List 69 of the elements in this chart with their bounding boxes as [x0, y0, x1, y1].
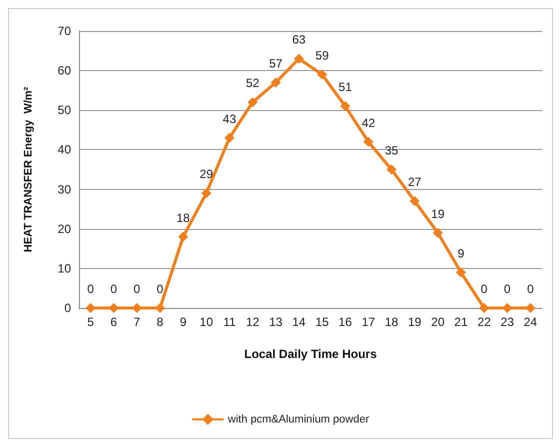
y-tick-label: 40 [58, 142, 72, 157]
data-label: 52 [246, 76, 260, 90]
x-tick-label: 9 [180, 315, 187, 329]
y-tick-label: 0 [64, 301, 72, 315]
point [178, 232, 188, 242]
x-tick-label: 14 [292, 315, 306, 329]
y-tick-label: 20 [58, 222, 72, 236]
point [270, 77, 281, 88]
data-label: 27 [408, 175, 422, 190]
point [456, 267, 466, 278]
point [502, 303, 512, 313]
point [479, 303, 490, 313]
point [132, 303, 142, 313]
data-label: 29 [200, 167, 214, 182]
x-tick-label: 20 [431, 315, 445, 329]
point [363, 136, 374, 147]
x-tick-label: 18 [384, 315, 399, 329]
x-tick-label: 10 [200, 315, 214, 329]
x-tick-label: 11 [223, 315, 236, 329]
y-tick-label: 10 [58, 261, 72, 276]
data-label: 51 [338, 80, 352, 94]
data-label: 0 [504, 282, 511, 296]
x-tick-label: 6 [110, 315, 118, 329]
data-label: 59 [315, 48, 330, 63]
x-tick-label: 13 [269, 315, 283, 329]
x-tick-label: 7 [134, 315, 141, 329]
y-tick-label: 30 [58, 182, 72, 196]
point [317, 70, 328, 80]
legend-label: with pcm&Aluminium powder [226, 413, 370, 426]
x-tick-label: 22 [477, 315, 492, 329]
y-axis-title: HEAT TRANSFER Energy W/m² [22, 86, 34, 252]
point [410, 196, 420, 206]
data-label: 0 [480, 282, 488, 296]
data-label: 19 [431, 206, 445, 221]
data-label: 43 [222, 112, 236, 126]
point [201, 188, 212, 198]
x-tick-label: 16 [338, 315, 352, 329]
y-tick-label: 60 [58, 64, 72, 78]
point [386, 164, 397, 174]
x-tick-label: 12 [246, 315, 260, 329]
x-tick-label: 24 [524, 315, 538, 329]
point [108, 303, 119, 313]
data-label: 9 [458, 246, 465, 260]
y-tick-label: 70 [58, 24, 72, 38]
point [155, 303, 166, 313]
point [432, 228, 443, 238]
data-label: 0 [527, 282, 534, 296]
data-label: 0 [87, 282, 94, 296]
data-label: 18 [176, 210, 190, 225]
data-label: 0 [110, 282, 118, 296]
data-label: 42 [362, 116, 376, 130]
data-label: 35 [384, 144, 399, 158]
x-tick-label: 15 [315, 315, 330, 329]
point [224, 132, 234, 143]
point [248, 97, 258, 108]
x-tick-label: 8 [156, 315, 164, 329]
point [294, 54, 304, 64]
data-label: 0 [156, 282, 164, 296]
data-label: 57 [269, 56, 283, 70]
x-tick-label: 23 [500, 315, 514, 329]
y-tick-label: 50 [58, 103, 72, 118]
x-axis-title: Local Daily Time Hours [244, 347, 378, 361]
x-tick-label: 21 [454, 315, 468, 329]
x-tick-label: 5 [87, 315, 94, 329]
data-label: 0 [134, 282, 141, 296]
point [340, 101, 350, 112]
data-label: 63 [292, 32, 306, 47]
x-tick-label: 19 [408, 315, 422, 329]
x-tick-label: 17 [362, 315, 376, 329]
